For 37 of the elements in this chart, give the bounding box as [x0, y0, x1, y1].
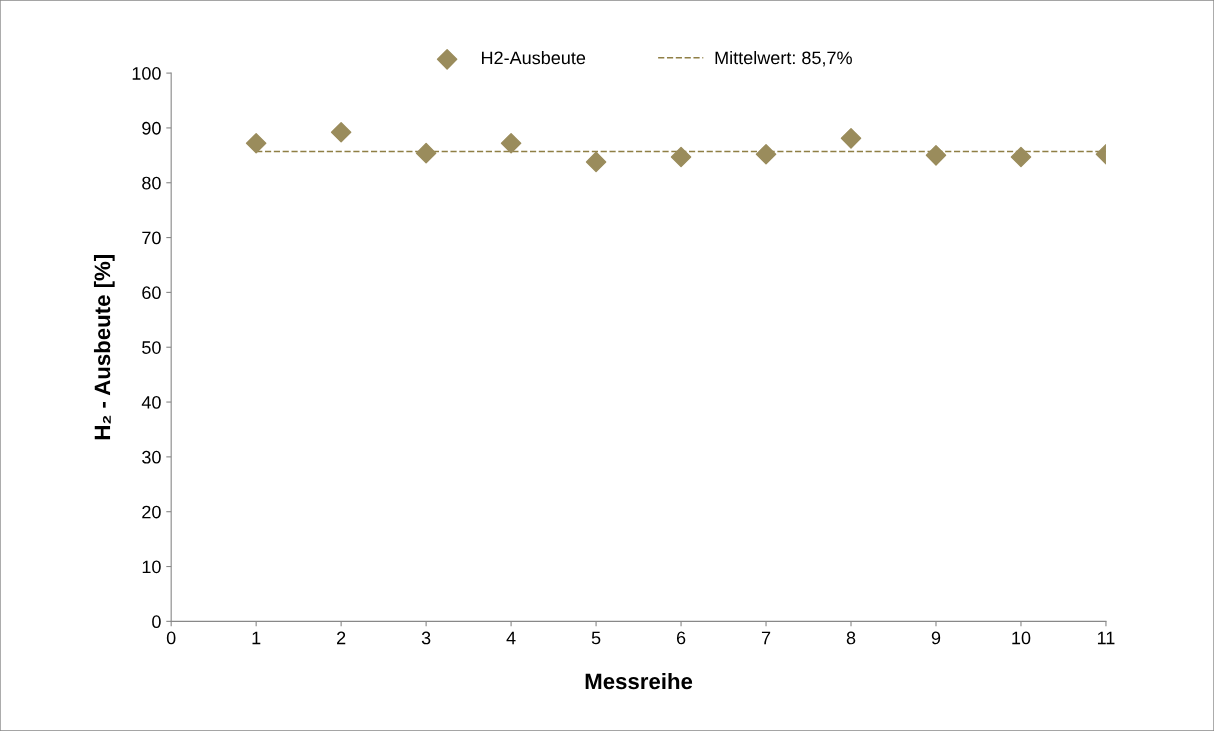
y-tick-label: 40	[141, 395, 161, 409]
y-axis-title: H₂ - Ausbeute [%]	[93, 255, 115, 440]
point	[755, 143, 777, 165]
y-tick-label: 100	[132, 67, 161, 80]
x-tick-label: 7	[761, 631, 771, 645]
y-tick-label: 90	[142, 121, 161, 135]
x-tick-label: 3	[421, 631, 431, 645]
x-tick-label: 6	[676, 631, 686, 645]
y-tick-label: 60	[142, 286, 161, 300]
point	[415, 142, 437, 164]
x-axis-title: Messreihe	[585, 672, 693, 690]
x-tick-label: 11	[1097, 631, 1115, 645]
legend-label: H2-Ausbeute	[482, 50, 586, 65]
y-tick-label: 10	[142, 560, 161, 574]
point	[245, 133, 267, 154]
x-tick-label: 9	[931, 631, 941, 645]
point	[330, 122, 352, 143]
x-tick-label: 10	[1012, 631, 1031, 645]
x-tick-label: 8	[846, 631, 856, 645]
legend-label: Mittelwert: 85,7%	[715, 50, 852, 67]
point	[1010, 146, 1032, 168]
y-tick-label: 50	[142, 341, 161, 354]
point	[500, 133, 522, 154]
y-tick-label: 30	[142, 450, 161, 464]
y-tick-label: 20	[142, 505, 161, 519]
x-tick-label: 5	[591, 631, 601, 645]
y-tick-label: 70	[142, 231, 161, 245]
point	[585, 151, 607, 173]
y-tick-label: 0	[152, 615, 161, 629]
point	[925, 145, 947, 166]
x-tick-label: 1	[252, 631, 261, 645]
x-tick-label: 4	[506, 631, 516, 645]
x-tick-label: 2	[337, 631, 346, 645]
y-tick-label: 80	[142, 176, 161, 190]
x-tick-label: 0	[166, 631, 176, 645]
point	[670, 146, 692, 168]
point	[840, 128, 862, 149]
